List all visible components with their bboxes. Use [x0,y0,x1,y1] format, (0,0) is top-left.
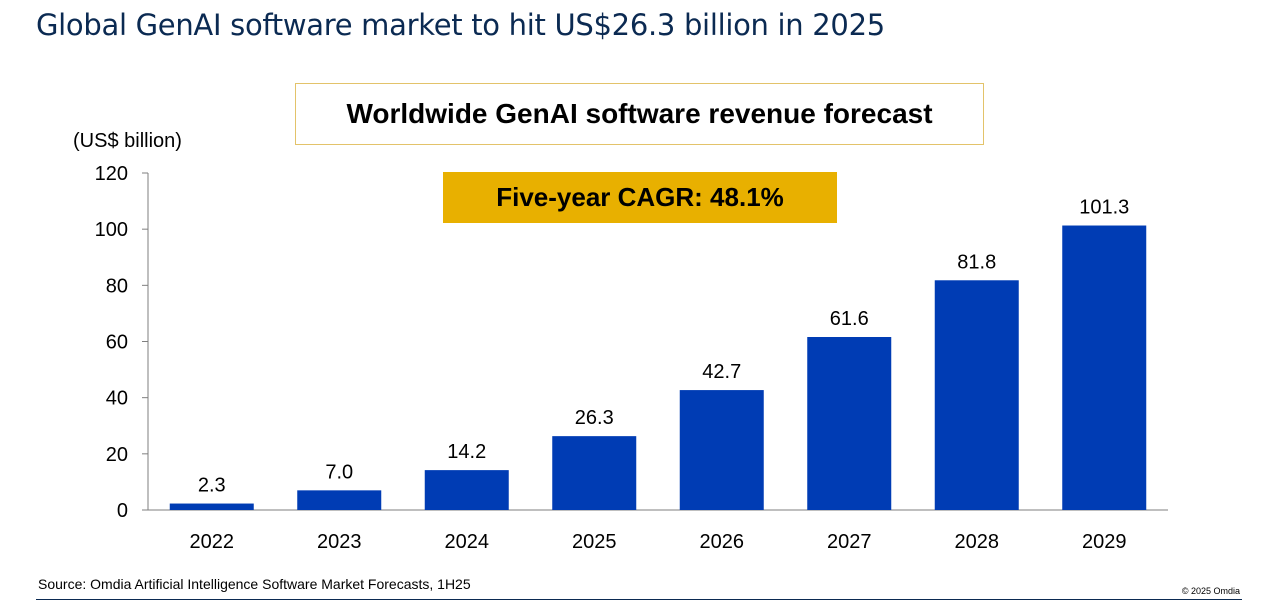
bar-2029 [1062,225,1147,510]
copyright: © 2025 Omdia [1181,586,1240,596]
y-axis: 0 20 40 60 80 100 120 [95,163,149,522]
bar-2025 [552,436,637,510]
y-tick-label: 120 [95,163,128,185]
value-label-2022: 2.3 [198,475,226,497]
bar-2023 [297,490,382,510]
value-label-2023: 7.0 [325,461,353,483]
x-tick-label-2024: 2024 [445,531,490,553]
x-tick-label-2028: 2028 [955,531,1000,553]
bar-2028 [934,280,1019,510]
source-note: Source: Omdia Artificial Intelligence So… [38,576,471,592]
y-tick-label: 60 [106,332,128,354]
value-label-2026: 42.7 [702,361,741,383]
slide-title: Global GenAI software market to hit US$2… [36,8,885,42]
bar-2022 [169,503,254,510]
bar-2026 [679,390,764,510]
y-tick-label: 0 [117,500,128,522]
footer-divider [36,599,1242,600]
y-tick-label: 80 [106,275,128,297]
y-tick-label: 40 [106,388,128,410]
value-label-2029: 101.3 [1079,197,1129,219]
x-tick-label-2025: 2025 [572,531,617,553]
value-label-2025: 26.3 [575,407,614,429]
bar-2027 [807,337,892,510]
value-label-2027: 61.6 [830,308,869,330]
y-tick-label: 100 [95,219,128,241]
chart-title: Worldwide GenAI software revenue forecas… [295,83,984,145]
x-tick-label-2026: 2026 [700,531,745,553]
x-tick-label-2029: 2029 [1082,531,1127,553]
bars [169,225,1147,510]
cagr-callout: Five-year CAGR: 48.1% [443,172,837,223]
bar-2024 [424,470,509,510]
y-axis-unit-label: (US$ billion) [73,130,182,152]
x-tick-label-2023: 2023 [317,531,362,553]
value-label-2024: 14.2 [447,441,486,463]
x-axis: 2022 2023 2024 2025 2026 2027 2028 2029 [148,509,1168,553]
x-tick-label-2027: 2027 [827,531,872,553]
y-tick-label: 20 [106,444,128,466]
value-labels: 2.3 7.0 14.2 26.3 42.7 61.6 81.8 101.3 [198,197,1129,497]
x-tick-label-2022: 2022 [190,531,235,553]
value-label-2028: 81.8 [957,251,996,273]
